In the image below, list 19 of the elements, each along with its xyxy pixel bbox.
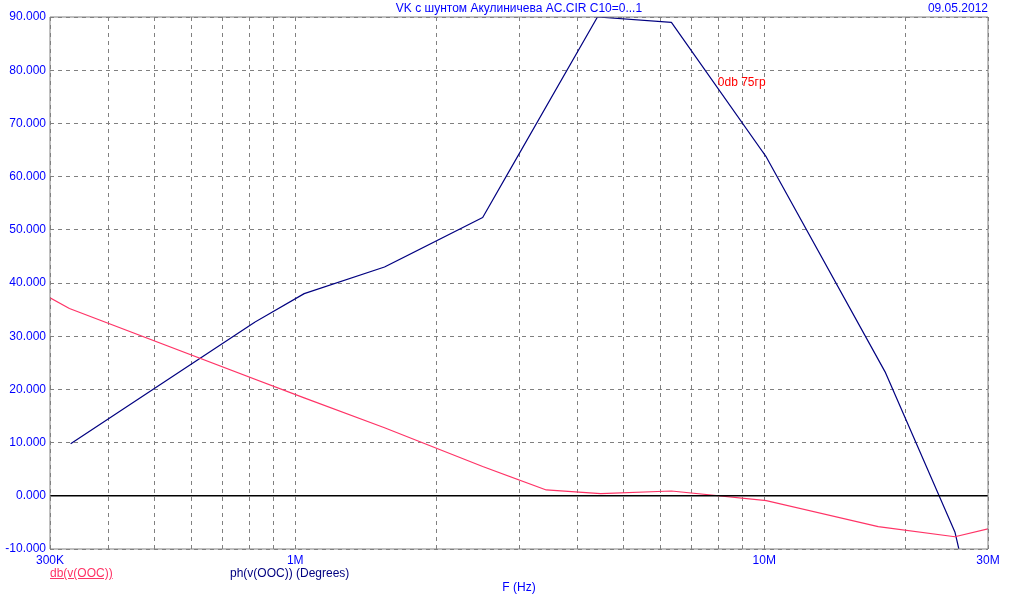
text: 09.05.2012 [927,1,988,15]
text: db(v(OOC)) [50,566,113,580]
chart-title: VK с шунтом Акулиничева AC.CIR C10=0...1 [395,1,643,15]
y-tick-label: 0.000 [15,488,47,503]
y-tick-label: 30.000 [9,328,47,343]
y-tick-label: 60.000 [9,168,47,183]
y-tick-label: 40.000 [9,275,47,290]
y-tick-label: 70.000 [9,115,47,130]
x-tick-label: 10M [752,552,776,567]
y-tick-label: 50.000 [9,222,47,237]
text: ph(v(OOC)) (Degrees) [230,566,350,580]
x-tick-label: 1M [286,552,304,567]
annotation: 0db 75гр [717,75,766,89]
y-tick-label: 90.000 [9,9,47,24]
y-tick-label: 80.000 [9,62,47,77]
x-tick-label: 30M [976,552,1000,567]
y-tick-label: 10.000 [9,434,47,449]
y-tick-label: 20.000 [9,381,47,396]
x-axis-title: F (Hz) [502,580,536,594]
